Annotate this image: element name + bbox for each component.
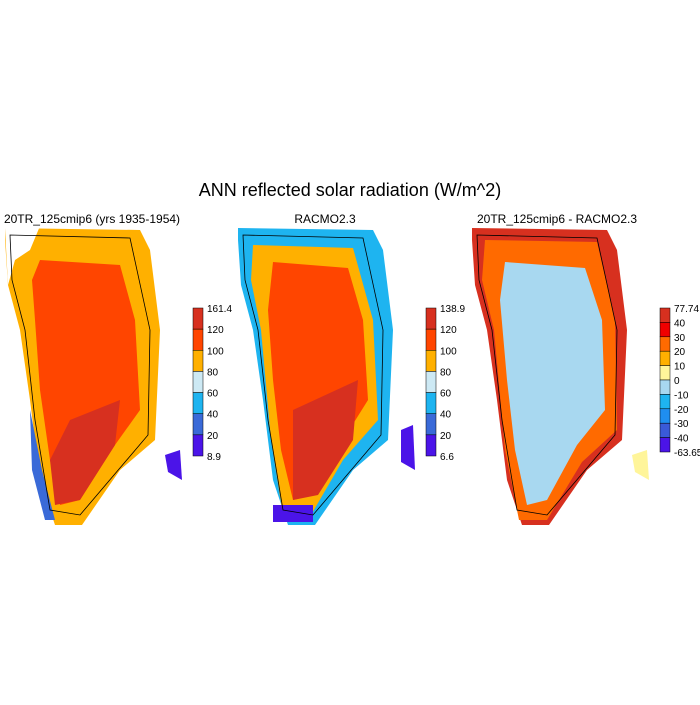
region: [293, 380, 358, 500]
colorbar-label: -10: [674, 390, 689, 401]
colorbar-label: 161.4: [207, 304, 232, 315]
panel-title: 20TR_125cmip6 (yrs 1935-1954): [4, 212, 180, 226]
colorbar-label: 80: [207, 367, 219, 378]
colorbar-box: [659, 365, 671, 381]
map-panel: [5, 226, 182, 525]
colorbar-label: 40: [674, 318, 686, 329]
colorbar-label: 77.74: [674, 304, 699, 315]
colorbar-label: 20: [440, 431, 452, 442]
colorbar-box: [192, 413, 204, 436]
colorbar-label: 10: [674, 362, 686, 373]
colorbar-label: -30: [674, 419, 689, 430]
colorbar-box: [192, 307, 204, 330]
map-panel: [238, 228, 415, 525]
colorbar-box: [425, 328, 437, 351]
colorbar-label: 30: [674, 333, 686, 344]
colorbar-box: [659, 437, 671, 453]
panel-title: RACMO2.3: [294, 212, 356, 226]
colorbar-box: [425, 413, 437, 436]
colorbar-label: 120: [440, 325, 457, 336]
colorbar-box: [425, 434, 437, 457]
region: [5, 226, 40, 285]
region: [401, 425, 415, 470]
colorbar-box: [659, 422, 671, 438]
colorbar-label: 20: [207, 431, 219, 442]
colorbar-label: 138.9: [440, 304, 465, 315]
coastline: [242, 234, 384, 516]
colorbar-box: [425, 307, 437, 330]
region: [50, 400, 120, 505]
colorbar-label: 40: [440, 410, 452, 421]
region: [165, 450, 182, 480]
figure-title: ANN reflected solar radiation (W/m^2): [199, 180, 502, 200]
colorbar-box: [659, 322, 671, 338]
colorbar-label: -20: [674, 405, 689, 416]
colorbar-box: [659, 350, 671, 366]
colorbar-label: 60: [440, 389, 452, 400]
colorbar-label: -40: [674, 434, 689, 445]
map-panel: [472, 228, 649, 525]
coastline: [9, 234, 151, 516]
colorbar-box: [192, 392, 204, 414]
colorbar-label: 80: [440, 367, 452, 378]
coastline: [476, 234, 618, 516]
region: [30, 410, 55, 520]
colorbar-box: [659, 394, 671, 410]
colorbar-box: [192, 328, 204, 351]
region: [273, 505, 313, 522]
colorbar-label: 60: [207, 389, 219, 400]
colorbar-label: 8.9: [207, 452, 221, 463]
colorbar-box: [425, 350, 437, 372]
colorbar-box: [659, 336, 671, 352]
colorbar-box: [192, 371, 204, 393]
colorbar-box: [192, 350, 204, 372]
panel-title: 20TR_125cmip6 - RACMO2.3: [477, 212, 637, 226]
colorbar-label: 0: [674, 376, 680, 387]
colorbar-label: 20: [674, 347, 686, 358]
region: [632, 450, 649, 480]
colorbar-label: -63.65: [674, 448, 700, 459]
colorbar-box: [659, 307, 671, 323]
colorbar-box: [192, 434, 204, 457]
colorbar-box: [659, 408, 671, 424]
colorbar-label: 120: [207, 325, 224, 336]
region: [500, 262, 605, 505]
colorbar-box: [659, 379, 671, 395]
colorbar-label: 40: [207, 410, 219, 421]
colorbar-label: 6.6: [440, 452, 454, 463]
colorbar-label: 100: [440, 346, 457, 357]
colorbar-label: 100: [207, 346, 224, 357]
colorbar-box: [425, 392, 437, 414]
colorbar-box: [425, 371, 437, 393]
